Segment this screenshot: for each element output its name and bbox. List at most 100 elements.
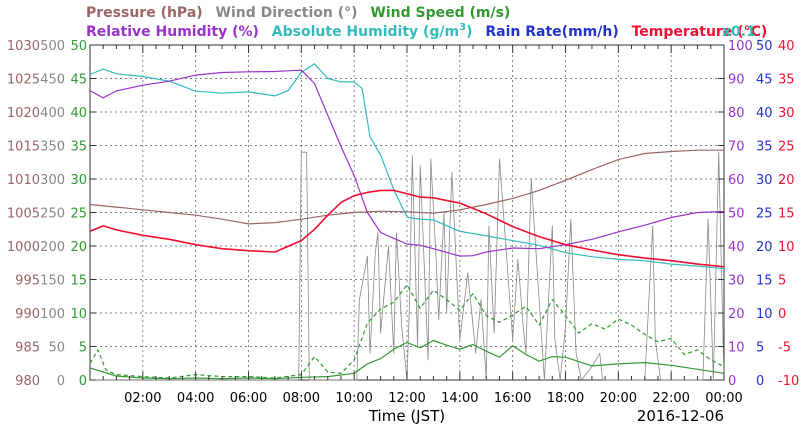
x-tick-label: 12:00 [388, 391, 425, 406]
y-tick-label-pressure: 1010 [7, 173, 40, 188]
y-tick-label-pressure: 1025 [7, 73, 40, 88]
y-tick-label-temperature: 35 [778, 73, 795, 88]
legend-absolute-humidity: Absolute Humidity (g/m [272, 24, 459, 40]
series-relative-humidity [89, 69, 725, 257]
y-tick-label-wind-direction: 350 [40, 140, 65, 155]
y-tick-label-relative-humidity: 60 [728, 173, 745, 188]
y-tick-label-wind-direction: 200 [40, 240, 65, 255]
legend-absolute-humidity-close: ) [466, 24, 472, 40]
x-tick-label: 04:00 [177, 391, 214, 406]
y-tick-label-wind-speed: 20 [70, 240, 87, 255]
y-tick-label-wind-direction: 50 [48, 341, 65, 356]
x-tick-label: 22:00 [652, 391, 689, 406]
series-wind-speed-m-s-avg [89, 339, 725, 380]
y-tick-label-wind-speed: 25 [70, 207, 87, 222]
legend-absolute-humidity-sup: 3 [459, 22, 466, 33]
legend-temperature: Temperature (°C) [632, 24, 768, 40]
y-tick-label-rain-rate: 25 [756, 207, 773, 222]
y-tick-label-rain-rate: 5 [756, 341, 764, 356]
y-tick-label-pressure: 1020 [7, 106, 40, 121]
legend-wind-direction: Wind Direction (°) [216, 5, 358, 21]
legend: Pressure (hPa) Wind Direction (°) Wind S… [86, 5, 767, 40]
x-tick-label: 14:00 [441, 391, 478, 406]
y-tick-label-rain-rate: 35 [756, 140, 773, 155]
y-tick-label-pressure: 1005 [7, 207, 40, 222]
y-tick-label-wind-direction: 300 [40, 173, 65, 188]
y-tick-label-pressure: 990 [15, 307, 40, 322]
y-tick-label-pressure: 995 [15, 274, 40, 289]
y-tick-label-wind-direction: 150 [40, 274, 65, 289]
date-label: 2016-12-06 [637, 407, 724, 425]
y-tick-label-rain-rate: 45 [756, 73, 773, 88]
legend-row-1: Pressure (hPa) Wind Direction (°) Wind S… [86, 5, 510, 21]
y-tick-label-pressure: 1000 [7, 240, 40, 255]
legend-wind-speed: Wind Speed (m/s) [370, 5, 510, 21]
series-group [89, 63, 725, 381]
y-tick-label-wind-speed: 0 [79, 374, 87, 389]
y-tick-label-temperature: 40 [778, 39, 795, 54]
x-axis-label: Time (JST) [368, 407, 445, 425]
y-tick-label-pressure: 985 [15, 341, 40, 356]
x-tick-label: 06:00 [230, 391, 267, 406]
y-axes: 9809859909951000100510101015102010251030… [7, 39, 799, 389]
y-tick-label-relative-humidity: 50 [728, 207, 745, 222]
y-tick-label-wind-direction: 100 [40, 307, 65, 322]
y-tick-label-rain-rate: 0 [756, 374, 764, 389]
x-tick-label: 02:00 [124, 391, 161, 406]
legend-row-2: Relative Humidity (%) Absolute Humidity … [86, 22, 767, 40]
x-tick-label: 16:00 [494, 391, 531, 406]
y-tick-label-wind-speed: 40 [70, 106, 87, 121]
y-tick-label-temperature: 20 [778, 173, 795, 188]
y-tick-label-wind-speed: 5 [79, 341, 87, 356]
y-tick-label-relative-humidity: 0 [728, 374, 736, 389]
series-pressure-hpa [89, 149, 724, 225]
y-tick-label-temperature: 10 [778, 240, 795, 255]
y-tick-label-wind-direction: 400 [40, 106, 65, 121]
y-tick-label-temperature: 5 [778, 274, 786, 289]
y-tick-label-temperature: 30 [778, 106, 795, 121]
y-tick-label-wind-speed: 50 [70, 39, 87, 54]
y-tick-label-wind-direction: 250 [40, 207, 65, 222]
y-tick-label-rain-rate: 50 [756, 39, 773, 54]
y-tick-label-relative-humidity: 10 [728, 341, 745, 356]
y-tick-label-relative-humidity: 40 [728, 240, 745, 255]
y-tick-label-wind-direction: 500 [40, 39, 65, 54]
legend-rain-rate: Rain Rate(mm/h) [485, 24, 618, 40]
legend-scale-note: x0.1 [722, 24, 756, 40]
series-temperature-c [89, 189, 725, 268]
y-tick-label-wind-direction: 450 [40, 73, 65, 88]
y-tick-label-wind-speed: 35 [70, 140, 87, 155]
y-tick-label-pressure: 1030 [7, 39, 40, 54]
y-tick-label-wind-speed: 15 [70, 274, 87, 289]
y-tick-label-pressure: 980 [15, 374, 40, 389]
x-tick-label: 08:00 [283, 391, 320, 406]
y-tick-label-rain-rate: 20 [756, 240, 773, 255]
legend-relative-humidity: Relative Humidity (%) [86, 24, 259, 40]
x-tick-label: 00:00 [705, 391, 742, 406]
y-tick-label-relative-humidity: 100 [728, 39, 753, 54]
y-tick-label-temperature: -10 [778, 374, 799, 389]
y-tick-label-temperature: -5 [778, 341, 791, 356]
grid-lines [90, 45, 724, 380]
y-tick-label-temperature: 0 [778, 307, 786, 322]
y-tick-label-rain-rate: 30 [756, 173, 773, 188]
y-tick-label-temperature: 15 [778, 207, 795, 222]
y-tick-label-wind-speed: 45 [70, 73, 87, 88]
y-tick-label-relative-humidity: 20 [728, 307, 745, 322]
y-tick-label-relative-humidity: 90 [728, 73, 745, 88]
x-tick-label: 18:00 [547, 391, 584, 406]
y-tick-label-wind-direction: 0 [57, 374, 65, 389]
x-tick-label: 10:00 [335, 391, 372, 406]
y-tick-label-temperature: 25 [778, 140, 795, 155]
y-tick-label-wind-speed: 10 [70, 307, 87, 322]
y-tick-label-relative-humidity: 30 [728, 274, 745, 289]
y-tick-label-relative-humidity: 70 [728, 140, 745, 155]
y-tick-label-rain-rate: 40 [756, 106, 773, 121]
x-axis: 02:00 04:00 06:00 08:00 10:00 12:00 14:00 16:00… [89, 45, 743, 406]
series-absolute-humidity-g-m-x0-1 [89, 63, 725, 270]
y-tick-label-rain-rate: 15 [756, 274, 773, 289]
x-tick-label: 20:00 [600, 391, 637, 406]
y-tick-label-relative-humidity: 80 [728, 106, 745, 121]
legend-pressure: Pressure (hPa) [86, 5, 203, 21]
